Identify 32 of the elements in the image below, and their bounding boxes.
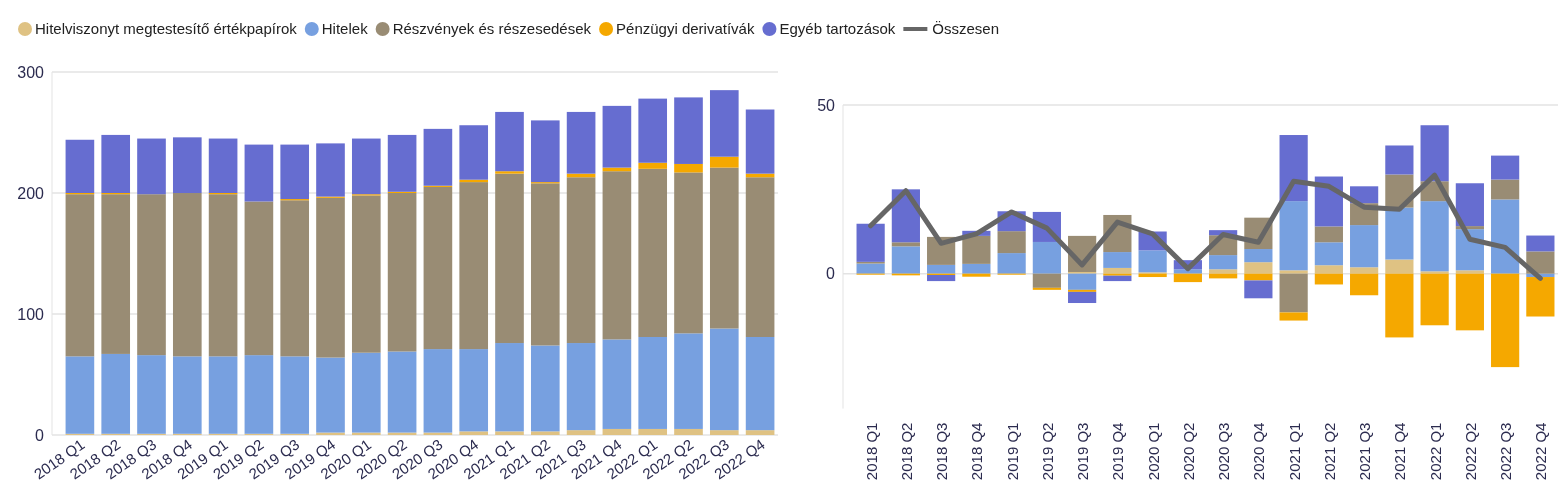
y-tick-label: 0 [35, 426, 45, 444]
x-tick-label: 2021 Q3 [1356, 422, 1374, 481]
x-tick-label: 2019 Q3 [1074, 422, 1092, 481]
x-tick-label: 2020 Q4 [1250, 422, 1268, 481]
x-tick-label: 2021 Q4 [1391, 422, 1409, 481]
legend-label: Egyéb tartozások [779, 20, 896, 38]
x-tick-label: 2021 Q1 [1285, 422, 1303, 481]
y-tick-label: 100 [17, 305, 45, 323]
legend-label: Összesen [932, 20, 1000, 38]
y-tick-label: 50 [817, 96, 836, 114]
x-tick-label: 2018 Q4 [968, 422, 986, 481]
x-tick-label: 2021 Q2 [1320, 422, 1338, 481]
x-tick-label: 2019 Q2 [1038, 422, 1056, 481]
x-tick-label: 2019 Q4 [1109, 422, 1127, 481]
y-tick-label: 300 [17, 63, 45, 81]
x-tick-label: 2018 Q3 [933, 422, 951, 481]
x-tick-label: 2022 Q3 [1497, 422, 1515, 481]
legend-label: Pénzügyi derivatívák [616, 20, 755, 38]
legend-label: Hitelviszonyt megtestesítő értékpapírok [35, 20, 298, 38]
x-tick-label: 2020 Q3 [1215, 422, 1233, 481]
x-tick-label: 2022 Q4 [1532, 422, 1550, 481]
x-tick-label: 2018 Q2 [897, 422, 915, 481]
legend-label: Részvények és részesedések [392, 20, 592, 38]
y-tick-label: 200 [17, 184, 45, 202]
x-tick-label: 2020 Q1 [1144, 422, 1162, 481]
legend-label: Hitelek [321, 20, 369, 38]
x-tick-label: 2020 Q2 [1179, 422, 1197, 481]
x-tick-label: 2022 Q2 [1461, 422, 1479, 481]
y-tick-label: 0 [826, 265, 836, 283]
x-tick-label: 2019 Q1 [1003, 422, 1021, 481]
x-tick-label: 2022 Q1 [1426, 422, 1444, 481]
x-tick-label: 2018 Q1 [862, 422, 880, 481]
